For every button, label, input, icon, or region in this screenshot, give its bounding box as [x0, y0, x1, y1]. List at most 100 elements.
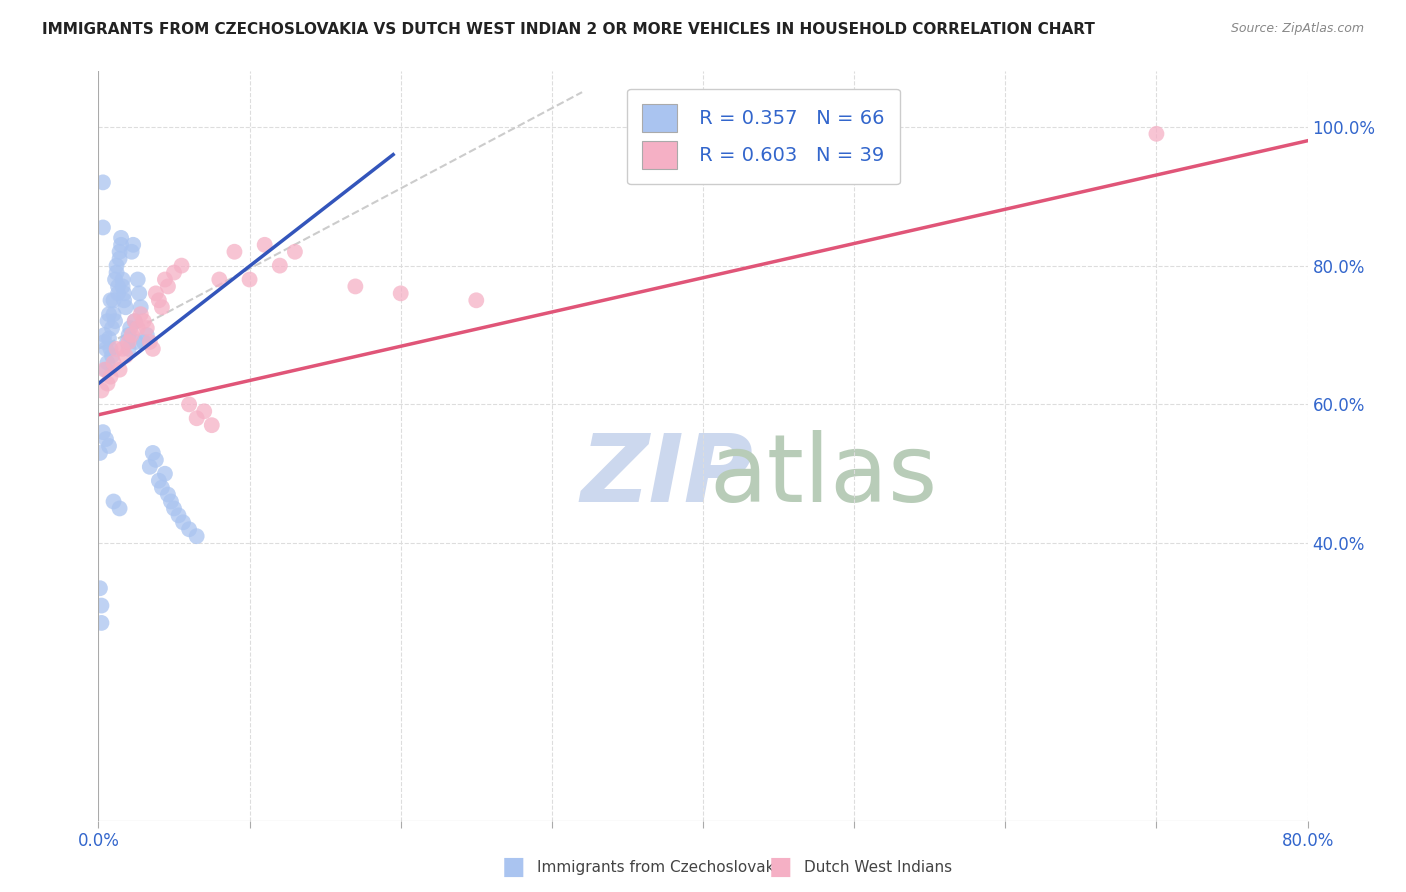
Legend:  R = 0.357   N = 66,  R = 0.603   N = 39: R = 0.357 N = 66, R = 0.603 N = 39: [627, 88, 900, 185]
Point: [96, 314, 118, 328]
Point: [148, 293, 170, 308]
Point: [132, 334, 155, 349]
Point: [150, 481, 173, 495]
Point: [124, 314, 146, 328]
Point: [163, 501, 186, 516]
Point: [110, 231, 132, 245]
Point: [122, 237, 145, 252]
Point: [108, 244, 131, 259]
Text: atlas: atlas: [710, 430, 938, 522]
Point: [465, 293, 488, 308]
Point: [94, 362, 117, 376]
Point: [96, 376, 118, 391]
Point: [107, 279, 129, 293]
Point: [153, 272, 176, 286]
Point: [1144, 127, 1167, 141]
Point: [94, 432, 117, 446]
Point: [108, 362, 131, 376]
Point: [172, 516, 194, 530]
Point: [129, 300, 152, 314]
Point: [91, 220, 114, 235]
Point: [91, 425, 114, 439]
Point: [91, 175, 114, 189]
Point: [90, 384, 112, 398]
Point: [98, 439, 121, 453]
Point: [100, 293, 122, 308]
Point: [284, 244, 307, 259]
Point: [100, 342, 122, 356]
Point: [179, 397, 201, 411]
Point: [344, 279, 367, 293]
Point: [105, 266, 128, 280]
Point: [167, 508, 190, 523]
Point: [125, 334, 148, 349]
Point: [186, 411, 208, 425]
Point: [118, 334, 141, 349]
Point: [98, 307, 121, 321]
Point: [224, 244, 246, 259]
Point: [115, 334, 138, 349]
Point: [101, 321, 124, 335]
Point: [108, 252, 131, 266]
Point: [139, 459, 162, 474]
Point: [89, 446, 111, 460]
Text: ZIP: ZIP: [581, 430, 754, 522]
Point: [153, 467, 176, 481]
Point: [114, 349, 136, 363]
Point: [156, 279, 179, 293]
Text: ■: ■: [502, 855, 524, 879]
Point: [145, 453, 167, 467]
Point: [101, 349, 124, 363]
Point: [110, 237, 132, 252]
Point: [104, 272, 127, 286]
Point: [104, 314, 127, 328]
Point: [389, 286, 412, 301]
Point: [94, 342, 117, 356]
Point: [112, 293, 135, 308]
Point: [142, 342, 165, 356]
Point: [201, 418, 224, 433]
Point: [121, 328, 143, 343]
Point: [142, 446, 165, 460]
Point: [163, 266, 186, 280]
Point: [128, 286, 150, 301]
Point: [98, 331, 121, 345]
Point: [139, 334, 162, 349]
Point: [127, 272, 149, 286]
Point: [93, 334, 115, 349]
Text: Source: ZipAtlas.com: Source: ZipAtlas.com: [1230, 22, 1364, 36]
Point: [114, 300, 136, 314]
Point: [103, 307, 125, 321]
Point: [89, 581, 111, 595]
Point: [121, 244, 143, 259]
Point: [253, 237, 276, 252]
Point: [135, 321, 157, 335]
Point: [129, 307, 152, 321]
Point: [145, 286, 167, 301]
Point: [103, 356, 125, 370]
Point: [90, 615, 112, 630]
Point: [93, 328, 115, 343]
Point: [118, 342, 141, 356]
Text: ■: ■: [769, 855, 792, 879]
Text: Dutch West Indians: Dutch West Indians: [804, 860, 952, 874]
Point: [96, 356, 118, 370]
Point: [118, 328, 141, 343]
Point: [103, 293, 125, 308]
Point: [160, 494, 183, 508]
Point: [135, 328, 157, 343]
Point: [269, 259, 291, 273]
Point: [132, 314, 155, 328]
Point: [124, 314, 146, 328]
Text: Immigrants from Czechoslovakia: Immigrants from Czechoslovakia: [537, 860, 789, 874]
Point: [239, 272, 262, 286]
Point: [105, 342, 128, 356]
Point: [105, 259, 128, 273]
Point: [170, 259, 193, 273]
Point: [156, 487, 179, 501]
Point: [111, 342, 134, 356]
Point: [103, 494, 125, 508]
Point: [127, 321, 149, 335]
Point: [90, 599, 112, 613]
Point: [111, 279, 134, 293]
